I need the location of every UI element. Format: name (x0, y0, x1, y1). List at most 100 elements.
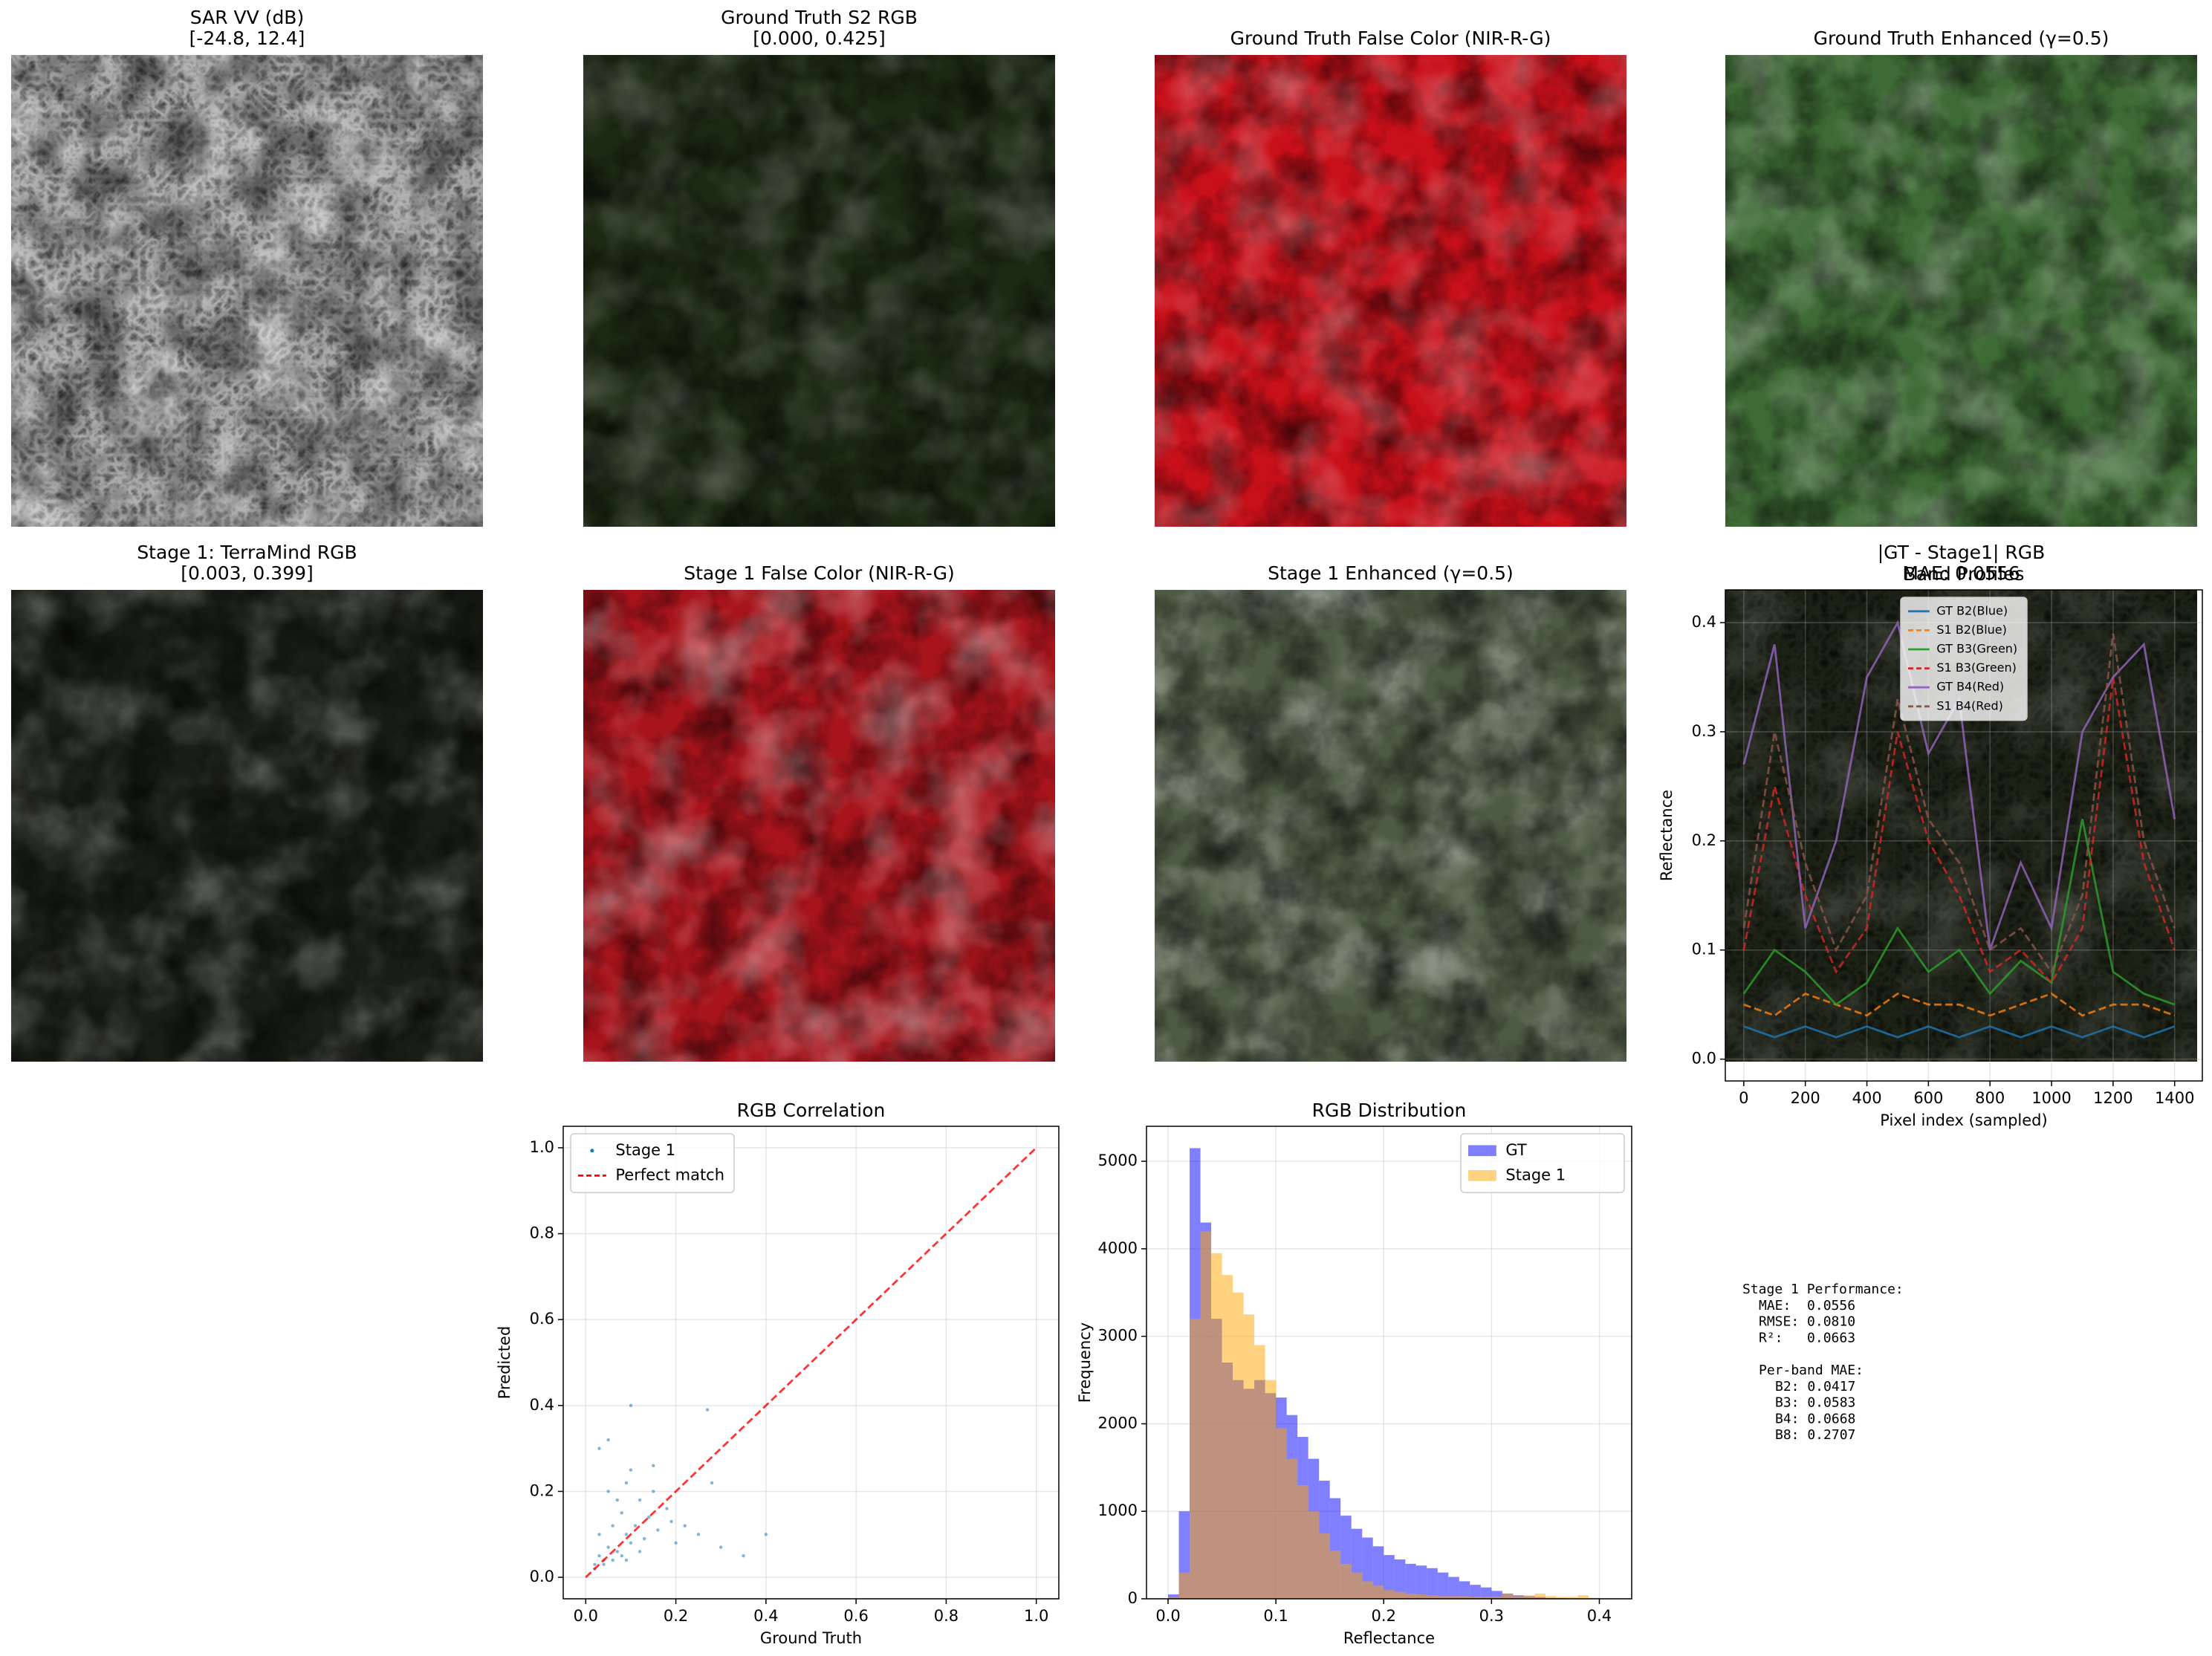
scatter-point (642, 1536, 646, 1541)
histogram-bar (1502, 1593, 1514, 1599)
scatter-point (615, 1498, 619, 1502)
axes-frame (1146, 1126, 1632, 1600)
scatter-point (624, 1533, 629, 1536)
legend-label: Stage 1 (615, 1141, 675, 1159)
image-subtitle: MAE: 0.0556 (1902, 562, 2020, 584)
chart-title: RGB Correlation (737, 1100, 886, 1121)
legend-label: S1 B3(Green) (1936, 660, 2017, 675)
image-texture (1725, 55, 2197, 527)
x-tick-label: 1400 (2155, 1089, 2194, 1107)
x-axis-label: Pixel index (sampled) (1880, 1111, 2047, 1129)
per-band-line: B4: 0.0668 (1775, 1411, 1855, 1426)
legend-label: S1 B2(Blue) (1936, 623, 2006, 637)
scatter-point (652, 1490, 655, 1493)
histogram-bar (1319, 1533, 1330, 1599)
histogram-bar (1308, 1511, 1320, 1599)
x-tick-label: 0.2 (664, 1607, 688, 1625)
y-tick-label: 0.0 (530, 1568, 554, 1585)
scatter-point (597, 1553, 601, 1558)
histogram-bar (1427, 1595, 1438, 1599)
histogram-bar (1222, 1275, 1233, 1599)
scatter-point (602, 1562, 606, 1566)
scatter-point (593, 1562, 597, 1566)
y-tick-label: 0.3 (1692, 722, 1716, 740)
y-tick-label: 0.2 (1692, 831, 1716, 849)
legend-label: Stage 1 (1505, 1166, 1566, 1183)
scatter-point (696, 1533, 701, 1536)
legend-label: GT B2(Blue) (1936, 603, 2008, 617)
histogram-bar (1394, 1559, 1406, 1599)
x-tick-label: 1000 (2031, 1089, 2071, 1107)
histogram-bar (1427, 1568, 1438, 1599)
x-tick-label: 0.3 (1479, 1607, 1504, 1625)
legend-swatch (1468, 1170, 1496, 1181)
scatter-point (764, 1533, 768, 1536)
histogram-bar (1470, 1585, 1481, 1599)
image-title: |GT - Stage1| RGB (1878, 542, 2046, 563)
x-tick-label: 0 (1739, 1089, 1748, 1107)
performance-line: MAE: 0.0556 (1759, 1298, 1855, 1314)
histogram-bar (1480, 1587, 1492, 1599)
histogram-bar (1190, 1319, 1201, 1599)
legend-swatch (1468, 1145, 1496, 1157)
histogram-bar (1566, 1597, 1578, 1599)
histogram-bar (1384, 1555, 1395, 1599)
y-axis-label: Frequency (1076, 1322, 1094, 1403)
scatter-point (629, 1541, 633, 1545)
legend-label: GT B4(Red) (1936, 680, 2004, 694)
histogram-bar (1254, 1345, 1265, 1599)
histogram-bar (1243, 1314, 1255, 1599)
histogram-bar (1394, 1591, 1406, 1599)
y-axis-label: Reflectance (1658, 790, 1676, 881)
performance-title: Stage 1 Performance: (1742, 1282, 1904, 1297)
y-tick-label: 1.0 (530, 1138, 554, 1156)
y-tick-label: 0 (1128, 1589, 1138, 1607)
scatter-point (656, 1528, 660, 1532)
image-title: Ground Truth False Color (NIR-R-G) (1230, 27, 1551, 49)
image-texture (583, 590, 1055, 1062)
histogram-bar (1233, 1292, 1244, 1599)
x-tick-label: 0.4 (753, 1607, 778, 1625)
scatter-point (710, 1481, 714, 1485)
x-tick-label: 1200 (2093, 1089, 2132, 1107)
y-tick-label: 1000 (1098, 1501, 1138, 1519)
histogram-bar (1276, 1428, 1287, 1599)
histogram-bar (1415, 1594, 1427, 1599)
histogram-bar (1480, 1597, 1492, 1599)
histogram-bar (1168, 1594, 1179, 1599)
scatter-point (647, 1515, 651, 1519)
scatter-point (629, 1403, 633, 1408)
line-series (1743, 1025, 2176, 1039)
legend-box (1460, 1133, 1625, 1193)
axes-frame (1725, 589, 2203, 1082)
image-subtitle: [0.000, 0.425] (753, 27, 886, 49)
image-subtitle: [0.003, 0.399] (181, 562, 314, 584)
legend-swatch (590, 1149, 594, 1153)
y-tick-label: 4000 (1098, 1239, 1138, 1257)
histogram-bar (1577, 1595, 1589, 1599)
x-tick-label: 0.8 (934, 1607, 959, 1625)
scatter-point (597, 1533, 601, 1536)
chart-title: Band Profiles (1904, 563, 2025, 585)
chart-title: RGB Distribution (1312, 1100, 1467, 1121)
histogram-bar (1297, 1484, 1308, 1599)
per-band-line: B2: 0.0417 (1775, 1379, 1855, 1394)
scatter-point (665, 1507, 669, 1510)
x-tick-label: 800 (1975, 1089, 2005, 1107)
histogram-bar (1351, 1572, 1363, 1599)
axes-frame (562, 1126, 1060, 1600)
histogram-bar (1470, 1597, 1481, 1599)
y-tick-label: 2000 (1098, 1414, 1138, 1432)
legend-label: GT B3(Green) (1936, 642, 2017, 656)
legend-label: GT (1505, 1141, 1527, 1159)
histogram-bar (1415, 1565, 1427, 1599)
image-subtitle: [-24.8, 12.4] (189, 27, 305, 49)
scatter-point (611, 1558, 614, 1562)
x-tick-label: 0.0 (574, 1607, 598, 1625)
scatter-point (683, 1524, 687, 1527)
legend-box (570, 1133, 735, 1193)
legend-label: Perfect match (615, 1166, 724, 1183)
scatter-point (652, 1464, 655, 1467)
y-tick-label: 0.4 (1692, 613, 1716, 631)
